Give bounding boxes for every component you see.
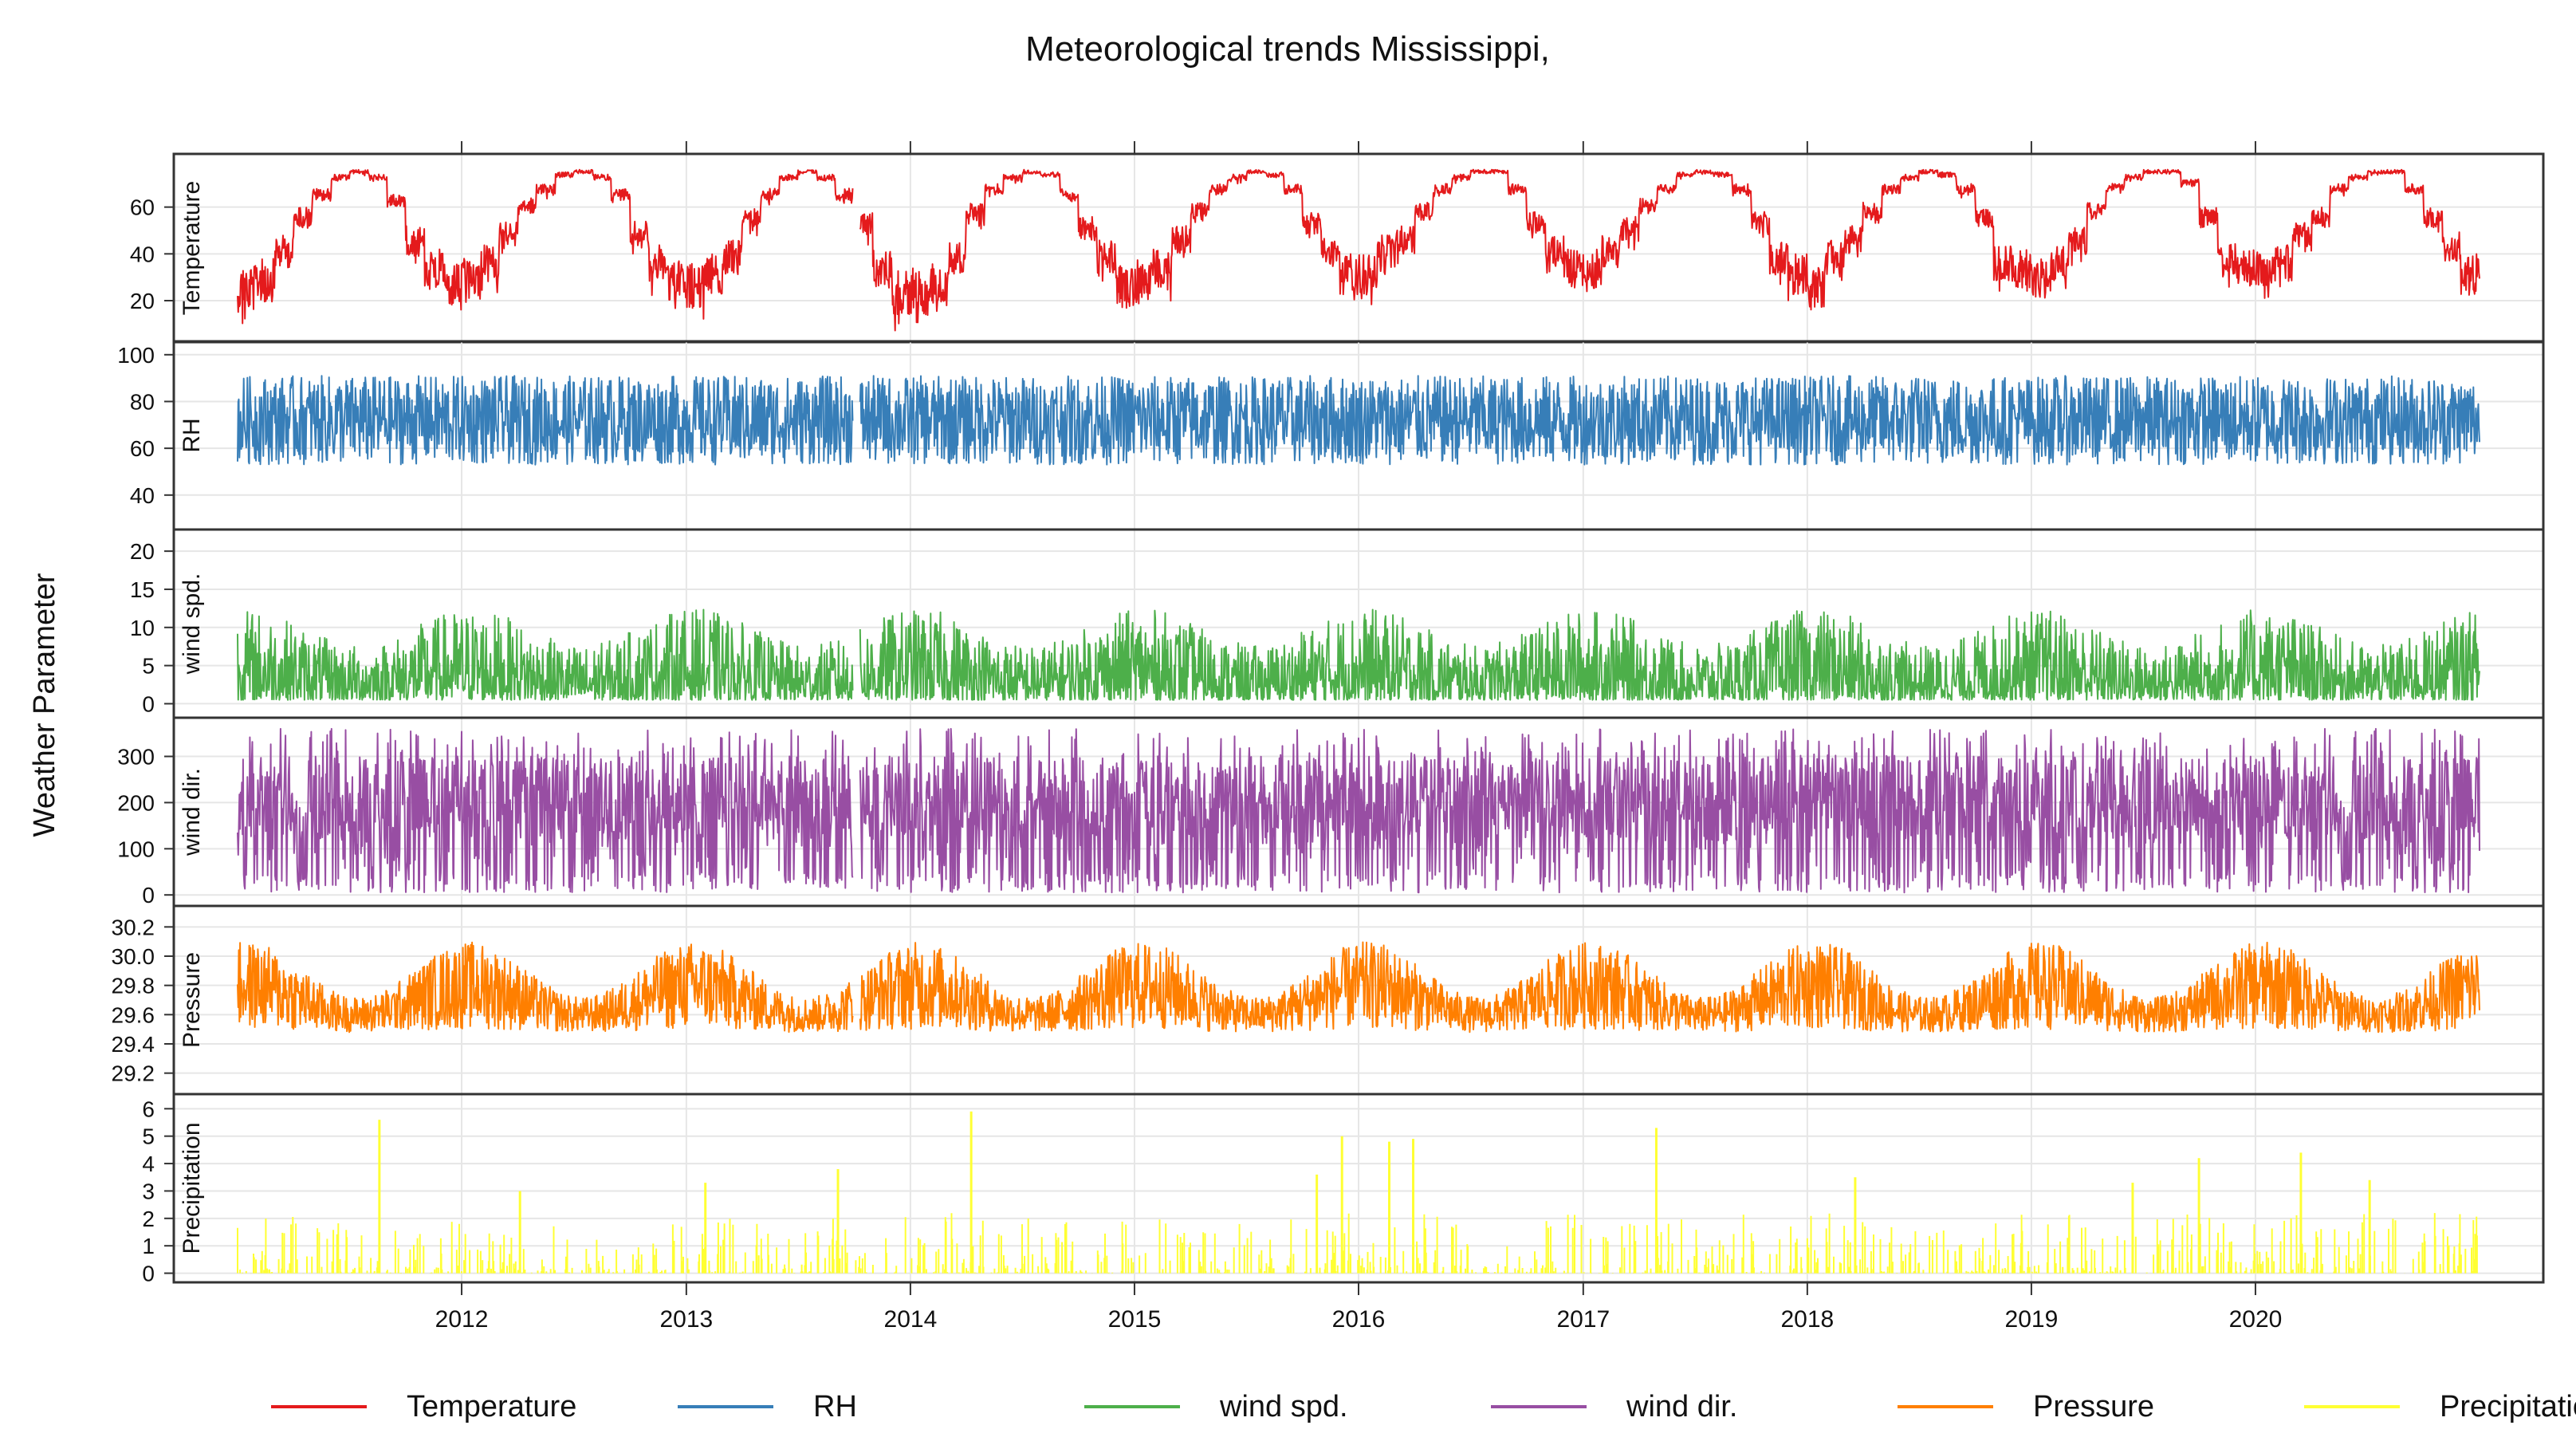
x-tick-label: 2020 <box>2229 1306 2283 1333</box>
panel-temperature: 20 40 60 Temperature <box>130 152 2545 344</box>
chart-title: Meteorological trends Mississippi, <box>1025 30 1550 69</box>
panel-label: RH <box>179 418 205 452</box>
series-line-wind-spd- <box>237 608 2480 701</box>
panel-pressure: 29.2 29.4 29.6 29.8 30.0 30.2 Pressure <box>112 904 2545 1096</box>
panel-label: Temperature <box>179 181 205 315</box>
y-axis-title: Weather Parameter <box>28 573 61 837</box>
y-tick-label: 60 <box>130 436 155 461</box>
y-tick-label: 100 <box>117 837 155 861</box>
series-line-temperature <box>237 168 2480 332</box>
series-line-rh <box>237 375 2480 466</box>
x-tick-label: 2015 <box>1108 1306 1162 1333</box>
y-tick-label: 4 <box>142 1152 155 1176</box>
y-tick-label: 15 <box>130 577 155 602</box>
legend-label: Precipitation <box>2440 1390 2576 1423</box>
y-tick-label: 40 <box>130 242 155 266</box>
y-tick-label: 10 <box>130 616 155 640</box>
legend-label: wind dir. <box>1626 1390 1737 1423</box>
panel-precipitation: 0 1 2 3 4 5 6 Precipitation <box>142 1093 2545 1286</box>
x-tick-label: 2019 <box>2005 1306 2059 1333</box>
y-tick-label: 6 <box>142 1097 155 1121</box>
x-tick-label: 2017 <box>1556 1306 1610 1333</box>
y-tick-label: 60 <box>130 195 155 220</box>
series-line-precipitation <box>237 1213 2478 1274</box>
legend-label: RH <box>813 1390 857 1423</box>
y-tick-label: 20 <box>130 289 155 313</box>
panel-rh: 40 60 80 100 RH <box>117 340 2545 531</box>
y-tick-label: 29.4 <box>112 1032 155 1057</box>
legend-label: Pressure <box>2033 1390 2154 1423</box>
panel-label: Pressure <box>179 952 205 1048</box>
y-tick-label: 0 <box>142 691 155 716</box>
y-tick-label: 40 <box>130 483 155 508</box>
y-tick-label: 80 <box>130 389 155 414</box>
y-tick-label: 30.0 <box>112 944 155 969</box>
panel-label: Precipitation <box>179 1122 205 1254</box>
legend-label: Temperature <box>407 1390 576 1423</box>
panel-label: wind dir. <box>179 768 205 856</box>
y-tick-label: 100 <box>117 343 155 368</box>
panel-label: wind spd. <box>179 573 205 675</box>
x-tick-label: 2014 <box>884 1306 938 1333</box>
y-tick-label: 200 <box>117 790 155 815</box>
x-tick-label: 2018 <box>1780 1306 1834 1333</box>
y-tick-label: 29.8 <box>112 974 155 998</box>
x-tick-label: 2016 <box>1332 1306 1386 1333</box>
y-tick-label: 30.2 <box>112 915 155 939</box>
x-tick-label: 2012 <box>435 1306 489 1333</box>
panel-wind-dir-: 0 100 200 300 wind dir. <box>117 716 2545 908</box>
y-tick-label: 5 <box>142 654 155 679</box>
y-tick-label: 0 <box>142 883 155 908</box>
series-line-wind-dir- <box>237 727 2480 894</box>
y-tick-label: 3 <box>142 1179 155 1203</box>
y-tick-label: 2 <box>142 1207 155 1231</box>
y-tick-label: 0 <box>142 1262 155 1286</box>
x-tick-label: 2013 <box>659 1306 713 1333</box>
y-tick-label: 5 <box>142 1124 155 1149</box>
legend: Temperature RH wind spd. wind dir. Pressure P… <box>271 1390 2576 1423</box>
y-tick-label: 20 <box>130 539 155 564</box>
legend-label: wind spd. <box>1219 1390 1348 1423</box>
y-tick-label: 300 <box>117 745 155 770</box>
panel-wind-spd-: 0 5 10 15 20 wind spd. <box>130 528 2545 719</box>
y-tick-label: 29.2 <box>112 1061 155 1086</box>
x-axis: 2012 2013 2014 2015 2016 2017 2018 2019 2020 <box>435 141 2283 1333</box>
y-tick-label: 29.6 <box>112 1002 155 1027</box>
y-tick-label: 1 <box>142 1234 155 1258</box>
series-line-pressure <box>237 941 2480 1034</box>
